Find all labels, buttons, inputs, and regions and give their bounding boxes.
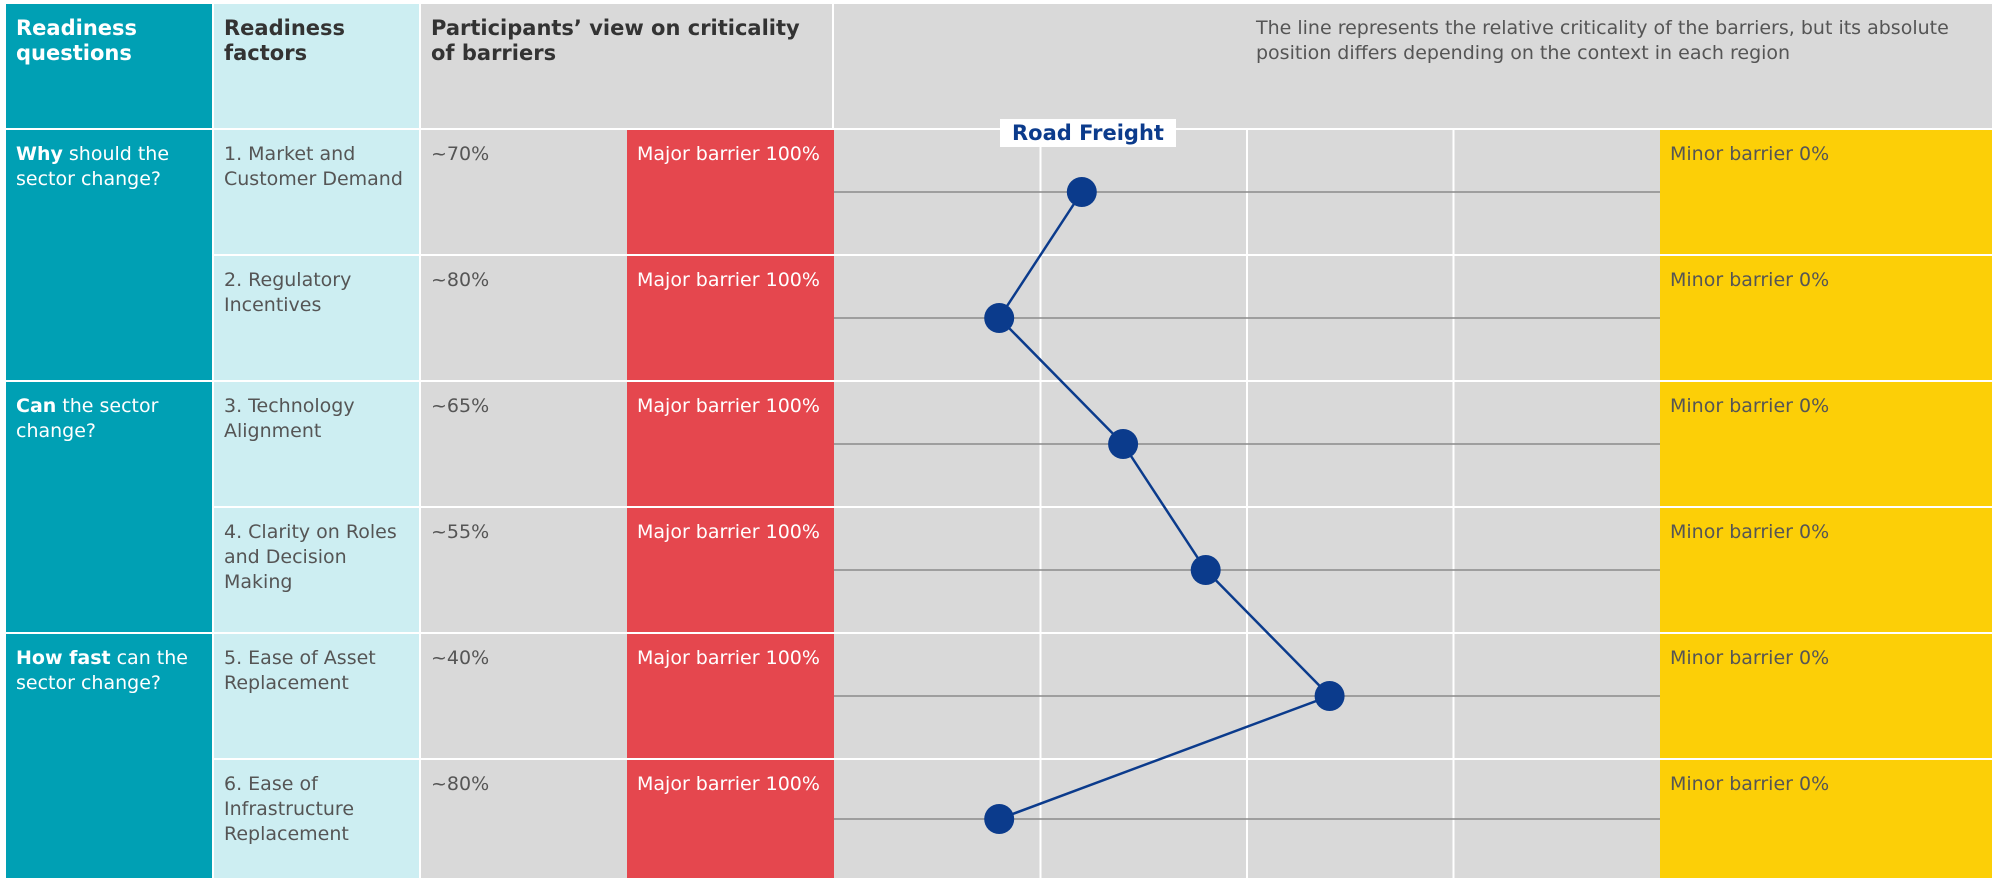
factor: 1. Market and Customer Demand bbox=[224, 143, 403, 190]
minor-cell: Minor barrier 0% bbox=[1660, 382, 1992, 506]
x-tick-label: Major barrier 100% bbox=[637, 773, 820, 795]
question-text: can the sector change? bbox=[16, 647, 188, 694]
factor-cell: 3. Technology Alignment bbox=[214, 382, 419, 506]
major-cell: Major barrier 100% bbox=[627, 508, 834, 632]
x-tick-label: Minor barrier 0% bbox=[1670, 395, 1830, 417]
minor-cell: Minor barrier 0% bbox=[1660, 508, 1992, 632]
factor: 4. Clarity on Roles and Decision Making bbox=[224, 521, 397, 593]
factor: 2. Regulatory Incentives bbox=[224, 269, 352, 316]
x-tick-label: Minor barrier 0% bbox=[1670, 521, 1830, 543]
minor-cell: Minor barrier 0% bbox=[1660, 130, 1992, 254]
value-cell: ~55% bbox=[421, 508, 627, 632]
header-cell: Participants’ view on criticality of bar… bbox=[421, 4, 832, 128]
value-cell: ~40% bbox=[421, 634, 627, 758]
note: The line represents the relative critica… bbox=[1256, 17, 1949, 64]
major-cell: Major barrier 100% bbox=[627, 256, 834, 380]
point bbox=[984, 804, 1015, 834]
question-cell: Can the sector change? bbox=[6, 382, 212, 632]
value-cell: ~80% bbox=[421, 760, 627, 878]
factor: 6. Ease of Infrastructure Replacement bbox=[224, 773, 355, 845]
value-label: ~80% bbox=[431, 269, 490, 291]
value-label: ~80% bbox=[431, 773, 490, 795]
series-name-text: Road Freight bbox=[1012, 121, 1164, 145]
minor-cell: Minor barrier 0% bbox=[1660, 760, 1992, 878]
question-bold: How fast bbox=[16, 647, 111, 669]
header-cell: The line represents the relative critica… bbox=[834, 4, 1992, 128]
header-text: Readiness factors bbox=[224, 16, 346, 65]
series-line bbox=[997, 191, 1332, 821]
question-bold: Why bbox=[16, 143, 63, 165]
point bbox=[1066, 177, 1097, 207]
question-text: the sector change? bbox=[16, 395, 159, 442]
major-cell: Major barrier 100% bbox=[627, 760, 834, 878]
minor-cell: Minor barrier 0% bbox=[1660, 256, 1992, 380]
major-cell: Major barrier 100% bbox=[627, 382, 834, 506]
x-tick-label: Major barrier 100% bbox=[637, 521, 820, 543]
header-cell: Readiness questions bbox=[6, 4, 212, 128]
header-text: Readiness questions bbox=[16, 16, 138, 65]
x-tick-label: Minor barrier 0% bbox=[1670, 143, 1830, 165]
value-cell: ~80% bbox=[421, 256, 627, 380]
factor-cell: 5. Ease of Asset Replacement bbox=[214, 634, 419, 758]
factor-cell: 1. Market and Customer Demand bbox=[214, 130, 419, 254]
point bbox=[1108, 429, 1139, 459]
factor-cell: 2. Regulatory Incentives bbox=[214, 256, 419, 380]
header-cell: Readiness factors bbox=[214, 4, 419, 128]
question-bold: Can bbox=[16, 395, 57, 417]
factor: 3. Technology Alignment bbox=[224, 395, 355, 442]
x-tick-label: Major barrier 100% bbox=[637, 269, 820, 291]
value-label: ~65% bbox=[431, 395, 490, 417]
factor-cell: 4. Clarity on Roles and Decision Making bbox=[214, 508, 419, 632]
series-name: Road Freight bbox=[1000, 119, 1176, 147]
x-tick-label: Major barrier 100% bbox=[637, 647, 820, 669]
major-cell: Major barrier 100% bbox=[627, 634, 834, 758]
value-label: ~70% bbox=[431, 143, 490, 165]
question-cell: How fast can the sector change? bbox=[6, 634, 212, 878]
value-cell: ~65% bbox=[421, 382, 627, 506]
point bbox=[1314, 681, 1345, 711]
value-label: ~55% bbox=[431, 521, 490, 543]
x-tick-label: Minor barrier 0% bbox=[1670, 269, 1830, 291]
x-tick-label: Minor barrier 0% bbox=[1670, 773, 1830, 795]
point bbox=[1190, 555, 1221, 585]
x-tick-label: Minor barrier 0% bbox=[1670, 647, 1830, 669]
header-text: Participants’ view on criticality of bar… bbox=[431, 16, 800, 65]
factor-cell: 6. Ease of Infrastructure Replacement bbox=[214, 760, 419, 878]
x-tick-label: Major barrier 100% bbox=[637, 143, 820, 165]
question-cell: Why should the sector change? bbox=[6, 130, 212, 380]
point bbox=[984, 303, 1015, 333]
value-cell: ~70% bbox=[421, 130, 627, 254]
value-label: ~40% bbox=[431, 647, 490, 669]
minor-cell: Minor barrier 0% bbox=[1660, 634, 1992, 758]
x-tick-label: Major barrier 100% bbox=[637, 395, 820, 417]
factor: 5. Ease of Asset Replacement bbox=[224, 647, 376, 694]
major-cell: Major barrier 100% bbox=[627, 130, 834, 254]
question-text: should the sector change? bbox=[16, 143, 170, 190]
